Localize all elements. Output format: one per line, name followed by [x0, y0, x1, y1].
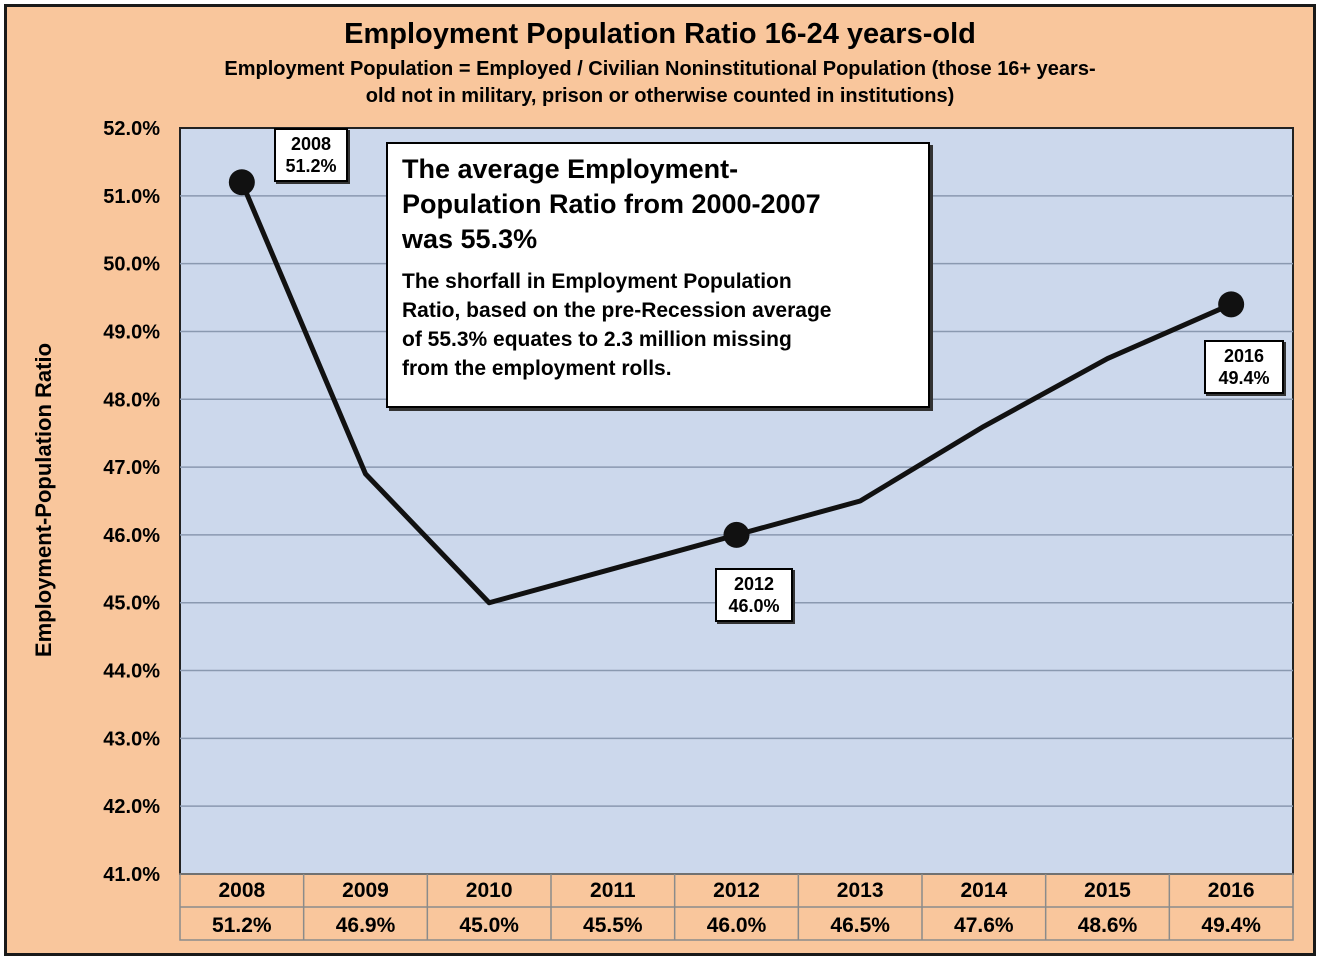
annotation-headline: The average Employment- Population Ratio… [402, 152, 914, 257]
y-tick-label: 48.0% [103, 389, 160, 411]
data-table-value: 51.2% [212, 914, 272, 937]
y-tick-label: 45.0% [103, 593, 160, 615]
callout-2008: 2008 51.2% [274, 128, 348, 182]
callout-value: 46.0% [728, 596, 780, 616]
callout-2016: 2016 49.4% [1204, 340, 1284, 394]
y-tick-label: 42.0% [103, 796, 160, 818]
x-tick-label: 2008 [218, 879, 265, 902]
x-tick-label: 2014 [960, 879, 1007, 902]
y-tick-label: 50.0% [103, 254, 160, 276]
subtitle-line: old not in military, prison or otherwise… [365, 85, 955, 107]
data-table-value: 46.9% [336, 914, 396, 937]
y-tick-label: 43.0% [103, 728, 160, 750]
callout-value: 49.4% [1218, 368, 1270, 388]
data-table-value: 49.4% [1201, 914, 1261, 937]
callout-year: 2016 [1223, 346, 1265, 366]
y-tick-label: 41.0% [103, 864, 160, 886]
subtitle-line: Employment Population = Employed / Civil… [224, 58, 1096, 80]
annotation-headline-line: was 55.3% [402, 224, 538, 254]
data-table-value: 45.5% [583, 914, 643, 937]
x-tick-label: 2009 [342, 879, 389, 902]
annotation-headline-line: Population Ratio from 2000-2007 [402, 189, 821, 219]
annotation-body-line: from the employment rolls. [402, 357, 672, 380]
chart-title: Employment Population Ratio 16-24 years-… [344, 18, 976, 50]
y-tick-label: 44.0% [103, 661, 160, 683]
x-tick-label: 2010 [466, 879, 513, 902]
data-point-marker [1218, 291, 1245, 318]
annotation-body: The shorfall in Employment Population Ra… [402, 267, 914, 383]
data-table-value: 45.0% [459, 914, 519, 937]
callout-value: 51.2% [285, 156, 337, 176]
data-point-marker [723, 521, 750, 548]
x-tick-label: 2011 [590, 879, 636, 902]
annotation-headline-line: The average Employment- [402, 154, 739, 184]
x-tick-label: 2016 [1208, 879, 1255, 902]
y-tick-label: 49.0% [103, 321, 160, 343]
data-table-value: 48.6% [1078, 914, 1138, 937]
annotation-body-line: Ratio, based on the pre-Recession averag… [402, 299, 832, 322]
y-tick-label: 47.0% [103, 457, 160, 479]
data-point-marker [228, 169, 255, 196]
x-tick-label: 2015 [1084, 879, 1131, 902]
x-tick-label: 2012 [713, 879, 760, 902]
callout-year: 2012 [733, 574, 775, 594]
annotation-body-line: The shorfall in Employment Population [402, 270, 792, 293]
chart-subtitle: Employment Population = Employed / Civil… [150, 56, 1170, 110]
callout-2012: 2012 46.0% [715, 568, 793, 622]
y-tick-label: 52.0% [103, 118, 160, 140]
x-tick-label: 2013 [837, 879, 884, 902]
y-tick-label: 51.0% [103, 186, 160, 208]
y-tick-label: 46.0% [103, 525, 160, 547]
data-table-value: 46.0% [707, 914, 767, 937]
annotation-box: The average Employment- Population Ratio… [386, 142, 930, 408]
data-table-value: 46.5% [830, 914, 890, 937]
data-table-value: 47.6% [954, 914, 1014, 937]
annotation-body-line: of 55.3% equates to 2.3 million missing [402, 328, 792, 351]
callout-year: 2008 [290, 134, 332, 154]
